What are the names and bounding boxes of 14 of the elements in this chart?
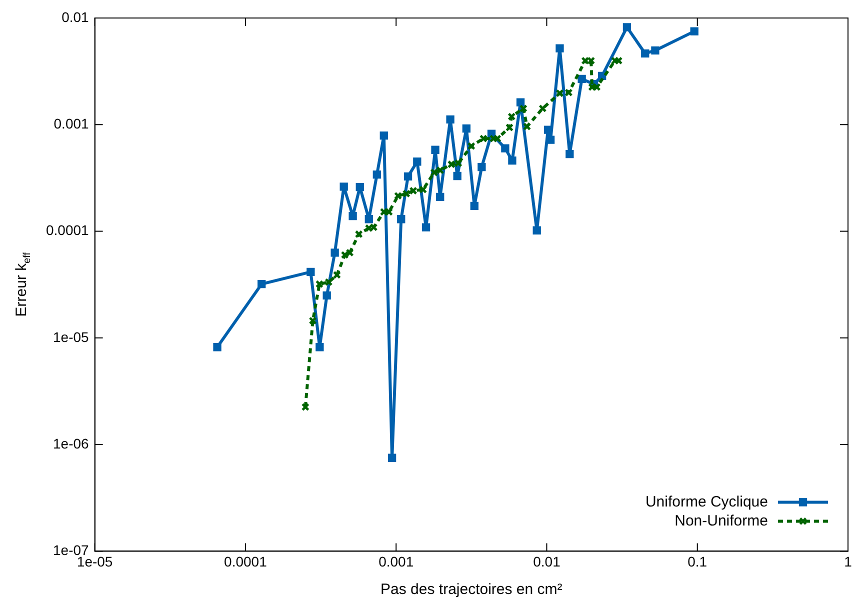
y-tick-label: 0.0001	[46, 222, 90, 238]
y-tick-label: 0.001	[54, 116, 90, 132]
legend-label: Non-Uniforme	[674, 512, 768, 530]
y-tick-label: 1e-06	[53, 435, 90, 452]
x-tick-label: 0.0001	[224, 553, 268, 570]
x-tick-label: 0.01	[533, 553, 561, 570]
x-tick-label: 0.001	[378, 553, 414, 570]
y-axis-title: Erreur keff	[13, 252, 33, 317]
y-tick-label: 0.01	[62, 8, 90, 25]
legend-label: Uniforme Cyclique	[645, 493, 768, 510]
y-tick-label: 1e-05	[53, 328, 90, 345]
x-axis-title: Pas des trajectoires en cm²	[380, 581, 562, 598]
x-tick-label: 0.1	[688, 553, 708, 570]
x-tick-label: 1	[844, 553, 852, 570]
